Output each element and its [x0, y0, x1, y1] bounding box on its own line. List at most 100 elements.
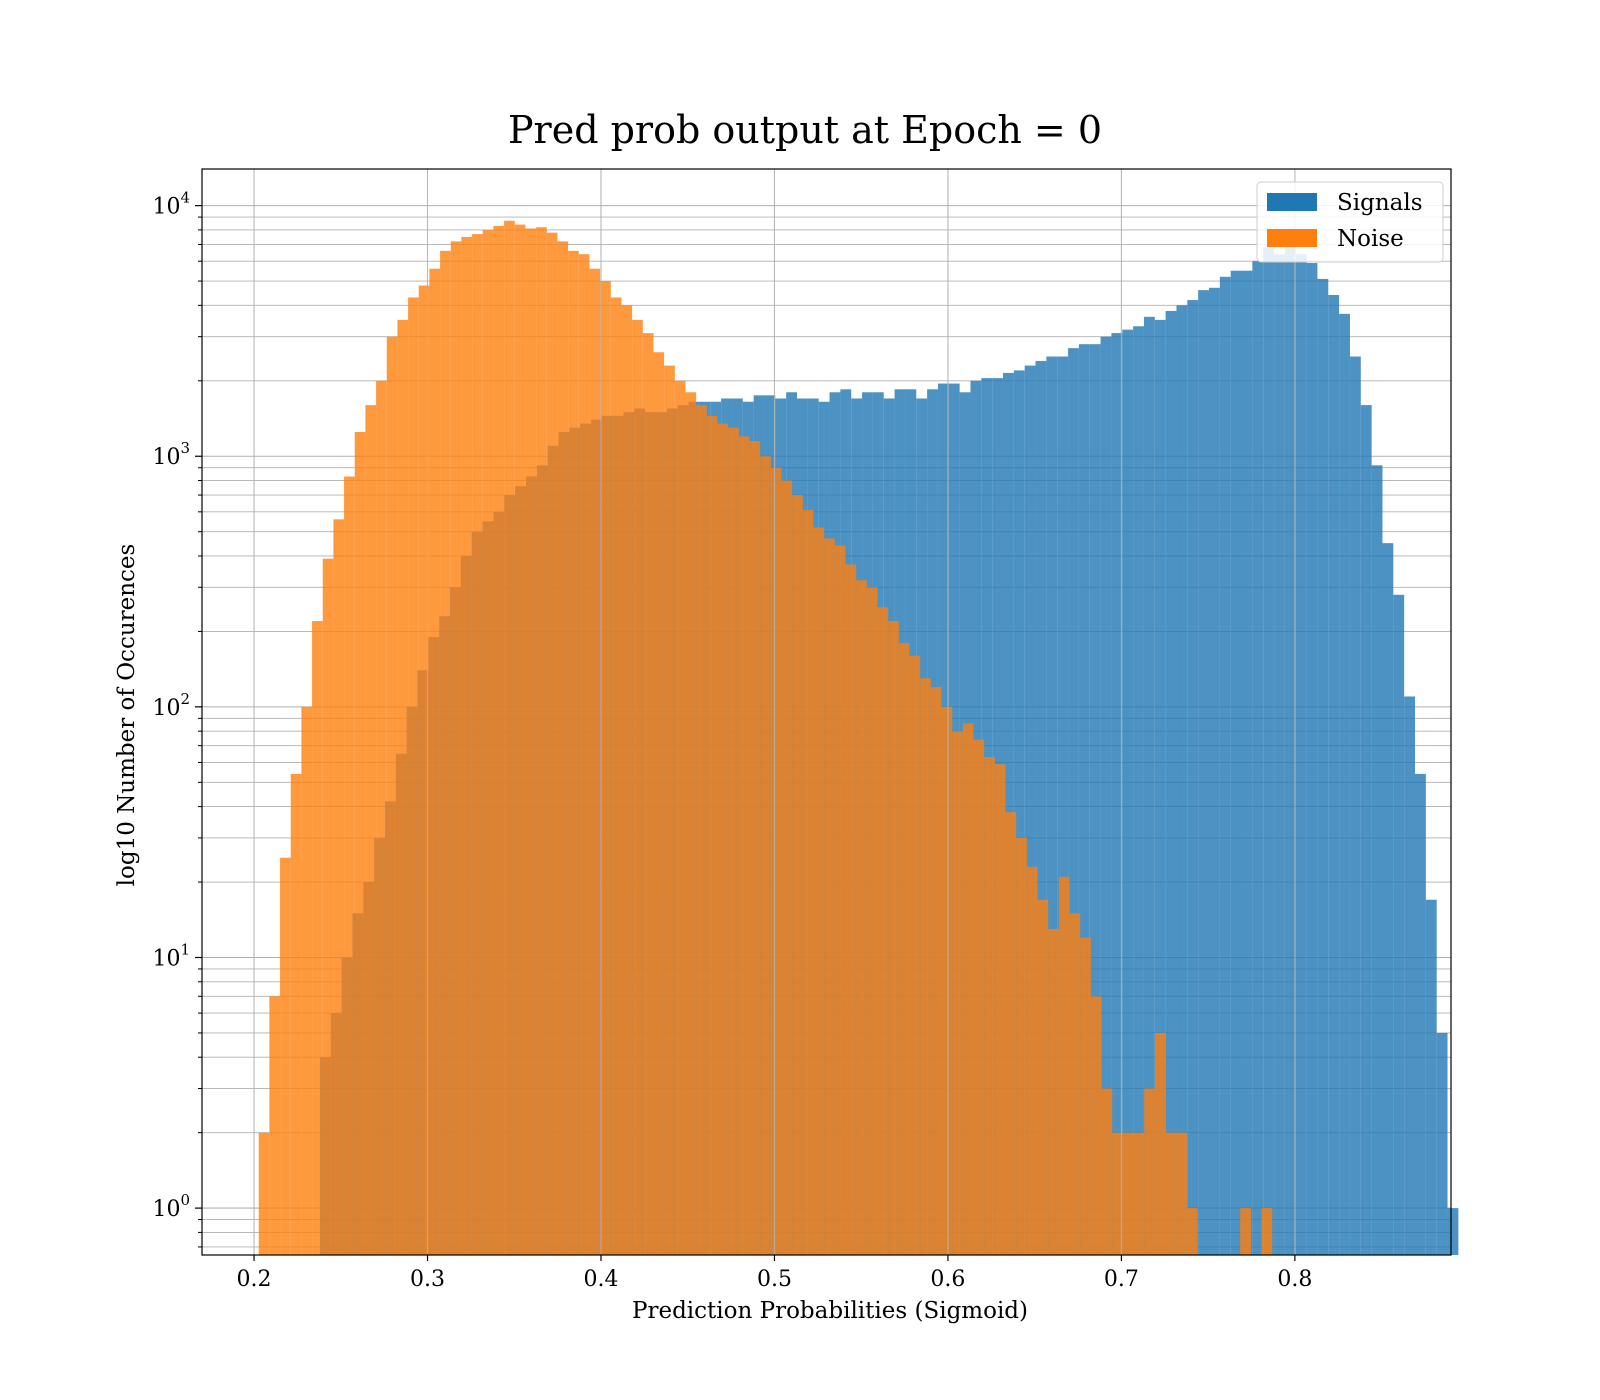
noise-bar: [749, 441, 761, 1255]
noise-bar: [717, 423, 729, 1256]
x-axis-label: Prediction Probabilities (Sigmoid): [632, 1298, 1028, 1324]
series-noise: [258, 220, 1273, 1256]
vertical-grid-lines: [253, 169, 1296, 1255]
noise-bar: [834, 545, 846, 1255]
noise-bar: [1069, 913, 1081, 1255]
noise-bar: [1080, 937, 1091, 1255]
signals-bar: [1198, 290, 1209, 1255]
noise-bar: [440, 250, 451, 1256]
signals-bar: [1165, 310, 1177, 1255]
signals-bar: [1078, 344, 1090, 1255]
signals-bar: [1013, 370, 1025, 1255]
x-tick-label: 0.6: [930, 1267, 965, 1292]
legend-swatch-signals: [1267, 193, 1317, 211]
noise-bar: [866, 587, 878, 1255]
noise-bar: [461, 236, 473, 1255]
noise-bar: [397, 319, 409, 1255]
x-tick-label: 0.4: [583, 1267, 618, 1292]
noise-bar: [706, 415, 718, 1255]
signals-bar: [1349, 356, 1361, 1255]
signals-bar: [1143, 316, 1155, 1255]
noise-bar: [418, 285, 430, 1255]
signals-bar: [1393, 594, 1405, 1255]
noise-bar: [376, 380, 387, 1255]
signals-bar: [1447, 1208, 1459, 1255]
signals-bar: [1187, 300, 1199, 1255]
noise-bar: [973, 739, 985, 1255]
noise-bar: [888, 621, 899, 1255]
noise-bar: [1112, 1132, 1123, 1255]
noise-bar: [952, 731, 963, 1255]
noise-bar: [813, 527, 825, 1255]
noise-bar: [728, 427, 739, 1255]
noise-bar: [1005, 812, 1017, 1255]
signals-bar: [1328, 294, 1340, 1256]
noise-bar: [696, 405, 707, 1256]
noise-bar: [493, 225, 505, 1255]
noise-bar: [824, 538, 835, 1255]
noise-bar: [685, 392, 697, 1255]
x-tick-label: 0.3: [410, 1267, 445, 1292]
x-tick-label: 0.7: [1104, 1267, 1139, 1292]
noise-bar: [994, 764, 1006, 1255]
noise-bar: [962, 723, 974, 1255]
noise-bar: [290, 773, 302, 1255]
plot-area: [201, 168, 1459, 1256]
signals-bar: [1252, 261, 1264, 1256]
noise-bar: [482, 229, 494, 1255]
noise-bar: [760, 456, 771, 1255]
noise-bar: [930, 687, 942, 1255]
legend-label-signals: Signals: [1337, 190, 1423, 216]
signals-bar: [1176, 305, 1188, 1255]
noise-bar: [1176, 1132, 1187, 1255]
signals-bar: [1263, 247, 1275, 1256]
noise-bar: [1048, 928, 1059, 1255]
chart-title: Pred prob output at Epoch = 0: [508, 108, 1102, 152]
noise-bar: [589, 268, 601, 1256]
noise-bar: [1154, 1032, 1166, 1255]
x-tick-label: 0.8: [1277, 1267, 1312, 1292]
noise-bar: [1058, 876, 1070, 1255]
noise-bar: [557, 241, 569, 1255]
noise-bar: [600, 281, 611, 1255]
y-axis-label: log10 Number of Occurences: [114, 544, 140, 887]
noise-bar: [1165, 1132, 1177, 1255]
signals-bar: [1382, 543, 1394, 1255]
noise-bar: [568, 250, 579, 1256]
noise-bar: [1186, 1208, 1198, 1255]
x-axis-ticks: 0.2 0.3 0.4 0.5 0.6 0.7 0.8: [237, 1255, 1312, 1292]
histogram-bars: [258, 220, 1459, 1256]
noise-bar: [365, 405, 377, 1256]
signals-bar: [1100, 336, 1112, 1255]
noise-bar: [632, 319, 643, 1255]
noise-bar: [920, 678, 931, 1255]
noise-bar: [536, 227, 547, 1256]
noise-bar: [1016, 837, 1027, 1255]
noise-bar: [664, 365, 675, 1256]
noise-bar: [408, 297, 419, 1256]
noise-bar: [802, 510, 814, 1255]
legend-label-noise: Noise: [1337, 226, 1404, 252]
x-tick-label: 0.5: [757, 1267, 792, 1292]
noise-bar: [642, 333, 654, 1256]
signals-bar: [1219, 276, 1231, 1255]
noise-bar: [1122, 1132, 1134, 1255]
noise-bar: [472, 234, 483, 1255]
noise-bar: [781, 480, 793, 1255]
signals-bar: [1425, 899, 1437, 1255]
noise-bar: [514, 224, 526, 1256]
signals-bar: [1317, 278, 1329, 1255]
noise-bar: [312, 621, 323, 1255]
y-tick-label: 102: [152, 690, 190, 721]
noise-bar: [546, 232, 558, 1256]
legend-swatch-noise: [1267, 229, 1317, 247]
noise-bar: [610, 297, 622, 1256]
signals-bar: [1057, 356, 1069, 1255]
signals-bar: [1284, 246, 1296, 1255]
signals-bar: [1035, 360, 1047, 1256]
noise-bar: [845, 564, 857, 1255]
noise-bar: [1090, 996, 1102, 1255]
noise-bar: [578, 254, 590, 1255]
noise-bar: [621, 305, 633, 1255]
noise-bar: [674, 380, 686, 1255]
